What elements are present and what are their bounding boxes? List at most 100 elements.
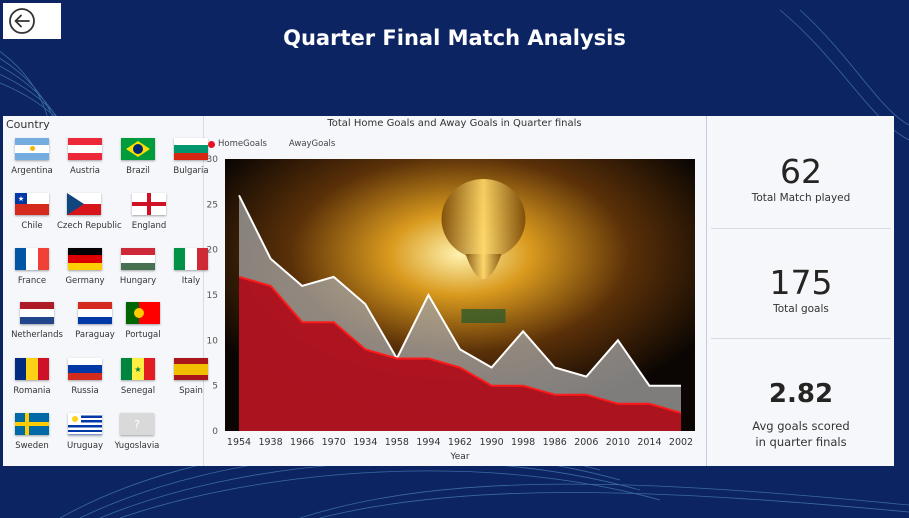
country-label: Sweden — [15, 441, 49, 451]
chart-plot: 0 5 10 15 20 25 30 1954 1938 1966 1970 1934 1958 1994… — [207, 155, 695, 462]
series-line-away — [238, 194, 681, 387]
country-label: Austria — [69, 166, 101, 176]
placeholder-flag-icon: ? — [120, 413, 154, 435]
x-axis-title: Year — [449, 452, 469, 462]
hungary-flag-icon — [121, 248, 155, 270]
brazil-flag-icon — [121, 138, 155, 160]
x-tick-label: 1986 — [543, 437, 567, 448]
country-item-czech-republic[interactable]: Czech Republic — [57, 193, 122, 243]
x-tick-label: 1938 — [258, 437, 282, 448]
country-item-romania[interactable]: Romania — [5, 358, 59, 408]
country-slicer: Country Argentina Austria Brazil Bulgaria ★ C… — [3, 116, 209, 466]
country-item-netherlands[interactable]: Netherlands — [10, 302, 64, 352]
kpi-value-matches: 62 — [780, 152, 822, 191]
germany-flag-icon — [68, 248, 102, 270]
x-tick-label: 1954 — [227, 437, 251, 448]
y-tick-label: 5 — [212, 382, 218, 392]
back-button[interactable] — [3, 3, 61, 39]
country-item-germany[interactable]: Germany — [58, 248, 112, 298]
country-item-bulgaria[interactable]: Bulgaria — [164, 138, 218, 188]
country-item-portugal[interactable]: Portugal — [116, 302, 170, 352]
country-item-argentina[interactable]: Argentina — [5, 138, 59, 188]
x-tick-label: 1998 — [511, 437, 535, 448]
country-item-england[interactable]: England — [122, 193, 176, 243]
kpi-label-goals: Total goals — [773, 303, 829, 315]
x-tick-label: 1994 — [416, 437, 440, 448]
series-area-home — [239, 276, 681, 431]
portugal-flag-icon — [126, 302, 160, 324]
country-item-chile[interactable]: ★ Chile — [5, 193, 59, 243]
country-item-spain[interactable]: Spain — [164, 358, 218, 408]
chart-legend: HomeGoals AwayGoals — [208, 139, 335, 149]
uruguay-flag-icon — [68, 413, 102, 435]
country-item-austria[interactable]: Austria — [58, 138, 112, 188]
legend-dot-home — [208, 140, 215, 148]
legend-item-away[interactable]: AwayGoals — [279, 139, 335, 149]
y-tick-label: 20 — [207, 246, 219, 256]
chile-flag-icon: ★ — [15, 193, 49, 215]
country-label: Uruguay — [66, 441, 104, 451]
kpi-panel: 62 Total Match played 175 Total goals 2.… — [706, 116, 895, 466]
x-tick-label: 1990 — [479, 437, 503, 448]
country-item-uruguay[interactable]: Uruguay — [58, 413, 112, 463]
y-tick-label: 0 — [212, 427, 218, 437]
country-label: Chile — [21, 221, 43, 231]
yugoslavia-placeholder-text: ? — [120, 413, 154, 435]
series-line-home — [238, 275, 682, 414]
trophy-base — [461, 309, 506, 323]
russia-flag-icon — [68, 358, 102, 380]
kpi-value-goals: 175 — [769, 263, 833, 302]
country-label: Senegal — [120, 386, 156, 396]
country-label: Italy — [181, 276, 201, 286]
czech-republic-flag-icon — [67, 193, 101, 215]
argentina-flag-icon — [15, 138, 49, 160]
kpi-card-goals: 175 Total goals — [707, 263, 895, 315]
world-cup-trophy-image — [441, 179, 526, 259]
country-item-russia[interactable]: Russia — [58, 358, 112, 408]
country-label: Brazil — [126, 166, 150, 176]
kpi-label-matches: Total Match played — [751, 192, 851, 204]
kpi-label-avg: Avg goals scored in quarter finals — [752, 419, 850, 449]
austria-flag-icon — [68, 138, 102, 160]
country-item-italy[interactable]: Italy — [164, 248, 218, 298]
country-label: Yugoslavia — [114, 441, 160, 451]
france-flag-icon — [15, 248, 49, 270]
x-tick-label: 2002 — [669, 437, 693, 448]
senegal-flag-icon: ★ — [121, 358, 155, 380]
country-item-brazil[interactable]: Brazil — [111, 138, 165, 188]
legend-label-home: HomeGoals — [218, 139, 267, 149]
country-item-hungary[interactable]: Hungary — [111, 248, 165, 298]
romania-flag-icon — [15, 358, 49, 380]
country-label: Portugal — [125, 330, 161, 340]
x-tick-label: 1962 — [448, 437, 472, 448]
y-tick-label: 25 — [207, 200, 218, 210]
y-tick-label: 15 — [207, 291, 218, 301]
bulgaria-flag-icon — [174, 138, 208, 160]
country-label: Romania — [13, 386, 51, 396]
country-item-paraguay[interactable]: Paraguay — [68, 302, 122, 352]
country-item-senegal[interactable]: ★ Senegal — [111, 358, 165, 408]
country-label: Bulgaria — [173, 166, 209, 176]
country-slicer-title: Country — [6, 118, 50, 131]
x-tick-label: 1966 — [290, 437, 314, 448]
country-label: Netherlands — [11, 330, 63, 340]
country-label: Germany — [65, 276, 105, 286]
country-label: Spain — [179, 386, 203, 396]
report-panel: Country Argentina Austria Brazil Bulgaria ★ C… — [3, 116, 894, 466]
paraguay-flag-icon — [78, 302, 112, 324]
goals-chart: Total Home Goals and Away Goals in Quart… — [204, 116, 705, 466]
kpi-divider — [711, 228, 891, 229]
country-label: Czech Republic — [57, 221, 122, 231]
trophy-stem — [465, 254, 502, 279]
chart-title: Total Home Goals and Away Goals in Quart… — [327, 118, 582, 129]
x-tick-label: 1934 — [353, 437, 377, 448]
country-item-yugoslavia[interactable]: ? Yugoslavia — [110, 413, 164, 463]
arrow-left-circle-icon — [9, 8, 35, 34]
england-flag-icon — [132, 193, 166, 215]
country-label: Paraguay — [75, 330, 115, 340]
kpi-card-avg: 2.82 Avg goals scored in quarter finals — [707, 374, 895, 450]
country-item-france[interactable]: France — [5, 248, 59, 298]
y-tick-label: 10 — [207, 336, 219, 346]
legend-item-home[interactable]: HomeGoals — [208, 139, 267, 149]
country-item-sweden[interactable]: Sweden — [5, 413, 59, 463]
